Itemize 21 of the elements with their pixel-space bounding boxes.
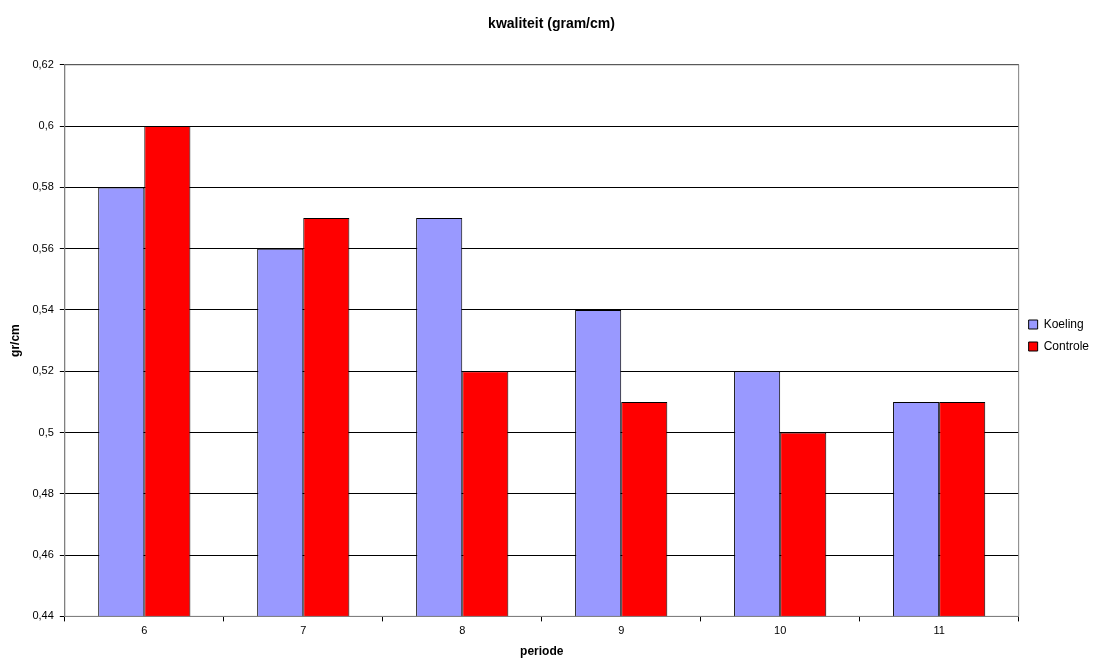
x-tick-label: 7 bbox=[300, 624, 307, 637]
y-tick-label: 0,62 bbox=[32, 57, 54, 70]
x-tick-label: 11 bbox=[933, 624, 945, 637]
y-tick-label: 0,44 bbox=[32, 609, 54, 622]
y-tick-label: 0,46 bbox=[32, 548, 54, 561]
chart-title: kwaliteit (gram/cm) bbox=[488, 15, 615, 32]
y-tick-label: 0,5 bbox=[38, 425, 54, 438]
y-tick-label: 0,48 bbox=[32, 486, 54, 499]
legend-label: Koeling bbox=[1043, 316, 1084, 331]
y-tick-label: 0,54 bbox=[32, 302, 54, 315]
y-tick-label: 0,6 bbox=[38, 119, 54, 132]
y-tick-label: 0,52 bbox=[32, 364, 54, 377]
x-tick-label: 9 bbox=[618, 624, 625, 637]
x-tick-label: 6 bbox=[141, 624, 148, 637]
legend-label: Controle bbox=[1043, 338, 1090, 353]
x-tick-label: 10 bbox=[774, 624, 787, 637]
y-tick-label: 0,58 bbox=[32, 180, 54, 193]
y-tick-label: 0,56 bbox=[32, 241, 54, 254]
y-axis-title: gr/cm bbox=[7, 324, 22, 357]
x-tick-label: 8 bbox=[459, 624, 466, 637]
x-axis-title: periode bbox=[520, 644, 564, 659]
